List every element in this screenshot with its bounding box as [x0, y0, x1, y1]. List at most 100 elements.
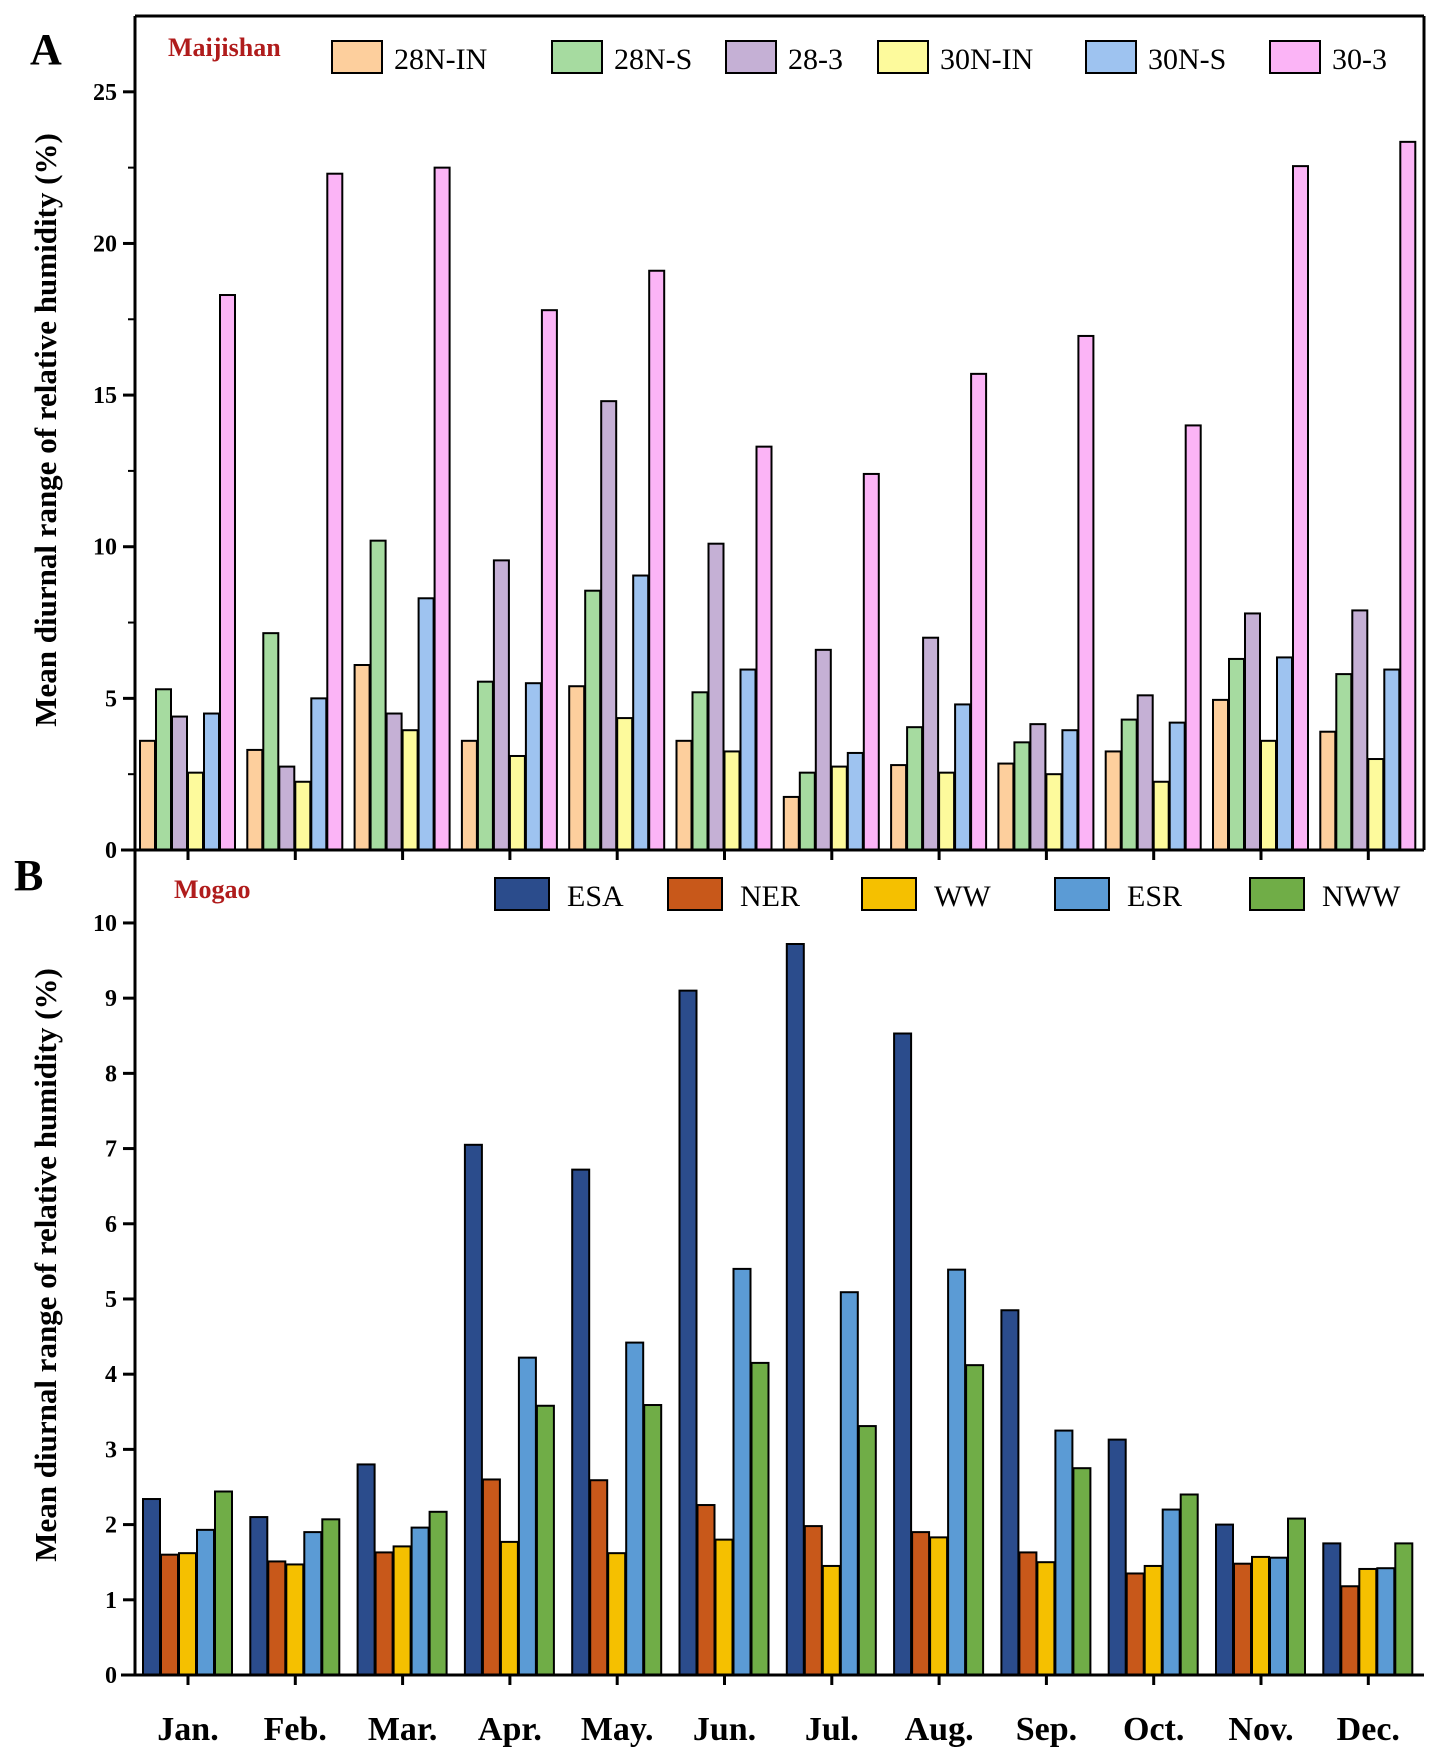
bar-ner-aug [911, 1531, 931, 1677]
legend-label-nww: NWW [1322, 880, 1401, 913]
bar-28n-in-sep [997, 762, 1015, 851]
bar-esr-jun [732, 1267, 752, 1677]
bar-28n-s-apr [476, 680, 494, 852]
bar-28-3-oct [1136, 694, 1154, 852]
bar-esa-feb [249, 1516, 269, 1677]
y-tick-label: 1 [105, 1588, 117, 1614]
bar-30n-in-aug [938, 771, 956, 852]
bar-ner-jun [696, 1504, 716, 1677]
bar-30-3-sep [1077, 334, 1095, 852]
panel-b-title: Mogao [174, 875, 251, 904]
bar-esa-may [571, 1168, 591, 1676]
x-tick-label: Nov. [1228, 1711, 1293, 1748]
legend-swatch-esr [1054, 877, 1110, 911]
legend-swatch-30-3 [1269, 40, 1321, 74]
bar-28n-s-jul [798, 771, 816, 852]
bar-30n-in-jul [830, 765, 848, 851]
y-tick-label: 4 [105, 1362, 117, 1388]
bar-ner-jan [160, 1553, 179, 1677]
bar-28-3-jul [814, 648, 832, 852]
bar-ww-apr [499, 1540, 519, 1676]
bar-ner-feb [267, 1560, 287, 1677]
y-tick-label: 2 [105, 1513, 117, 1539]
x-tick-label: Aug. [905, 1711, 974, 1748]
y-tick-label: 25 [93, 80, 117, 106]
bar-30n-s-aug [954, 703, 972, 851]
legend-swatch-ww [861, 877, 917, 911]
bar-28n-in-apr [460, 739, 478, 852]
bar-30n-s-feb [310, 697, 328, 852]
bar-28n-s-sep [1013, 741, 1031, 852]
bar-28-3-apr [492, 559, 510, 852]
bar-28n-in-feb [246, 748, 264, 851]
bar-30-3-jul [862, 472, 880, 851]
y-tick-label: 5 [105, 686, 117, 712]
bar-nww-feb [321, 1518, 341, 1676]
bar-28n-s-feb [262, 632, 280, 851]
bar-nww-jul [857, 1425, 877, 1676]
panel-a-y-axis-label: Mean diurnal range of relative humidity … [28, 133, 63, 727]
bar-28-3-may [600, 400, 618, 851]
bar-28n-in-nov [1212, 698, 1229, 851]
panel-letter-b: B [14, 851, 43, 900]
bar-ner-mar [374, 1551, 394, 1676]
bar-30n-s-mar [417, 597, 435, 851]
bar-30n-s-jun [739, 668, 757, 851]
bar-ww-dec [1358, 1567, 1378, 1677]
x-tick-label: Apr. [478, 1711, 542, 1748]
bar-30n-in-may [616, 717, 634, 851]
bar-ww-may [607, 1552, 627, 1676]
bar-28-3-aug [922, 636, 940, 852]
panel-a-title: Maijishan [168, 33, 281, 62]
bar-ww-jan [178, 1552, 197, 1676]
bar-28n-in-may [568, 685, 586, 851]
bar-esr-jul [839, 1291, 859, 1677]
bar-30-3-feb [326, 172, 344, 851]
bar-28-3-dec [1351, 609, 1369, 851]
bar-esa-sep [1000, 1309, 1020, 1676]
y-tick-label: 9 [105, 986, 117, 1012]
bar-30n-in-oct [1152, 780, 1170, 851]
bar-esr-oct [1161, 1508, 1181, 1677]
bar-esa-oct [1107, 1438, 1127, 1677]
bar-ner-may [589, 1479, 609, 1676]
bar-esa-nov [1215, 1523, 1234, 1677]
bar-28n-in-jan [139, 739, 156, 852]
bar-30-3-nov [1292, 165, 1309, 851]
legend-label-30n-s: 30N-S [1148, 43, 1226, 76]
bar-esr-may [625, 1341, 645, 1676]
bar-nww-mar [428, 1510, 448, 1677]
legend-label-esa: ESA [567, 880, 624, 913]
legend-swatch-30n-in [877, 40, 929, 74]
legend-label-30n-in: 30N-IN [940, 43, 1033, 76]
y-tick-label: 0 [105, 838, 117, 864]
bar-esa-aug [893, 1032, 913, 1677]
bar-30n-in-nov [1260, 739, 1277, 852]
bar-28n-s-nov [1228, 657, 1245, 851]
bar-esa-jul [785, 943, 805, 1676]
bar-ner-dec [1340, 1585, 1360, 1676]
x-tick-label: Sep. [1016, 1711, 1077, 1748]
y-tick-label: 5 [105, 1287, 117, 1313]
bar-30n-s-may [632, 574, 650, 852]
bar-ww-sep [1036, 1561, 1056, 1677]
legend-label-30-3: 30-3 [1332, 43, 1387, 76]
bar-ww-feb [285, 1563, 305, 1676]
x-tick-label: Mar. [368, 1711, 438, 1748]
legend-swatch-28-3 [725, 40, 777, 74]
bar-ww-nov [1251, 1555, 1270, 1676]
bar-28n-s-oct [1120, 718, 1138, 851]
bar-30-3-jun [755, 445, 773, 851]
bar-28n-in-jul [782, 795, 800, 851]
legend-swatch-nww [1249, 877, 1305, 911]
bar-esr-sep [1054, 1429, 1074, 1676]
bar-28-3-jun [707, 542, 725, 851]
bar-nww-nov [1287, 1517, 1306, 1676]
bar-esa-jun [678, 989, 698, 1676]
bar-30n-s-oct [1168, 721, 1186, 851]
bar-30-3-mar [433, 166, 451, 852]
bar-ww-jul [821, 1564, 841, 1677]
bar-nww-oct [1179, 1493, 1199, 1676]
bar-30-3-jan [219, 294, 236, 851]
